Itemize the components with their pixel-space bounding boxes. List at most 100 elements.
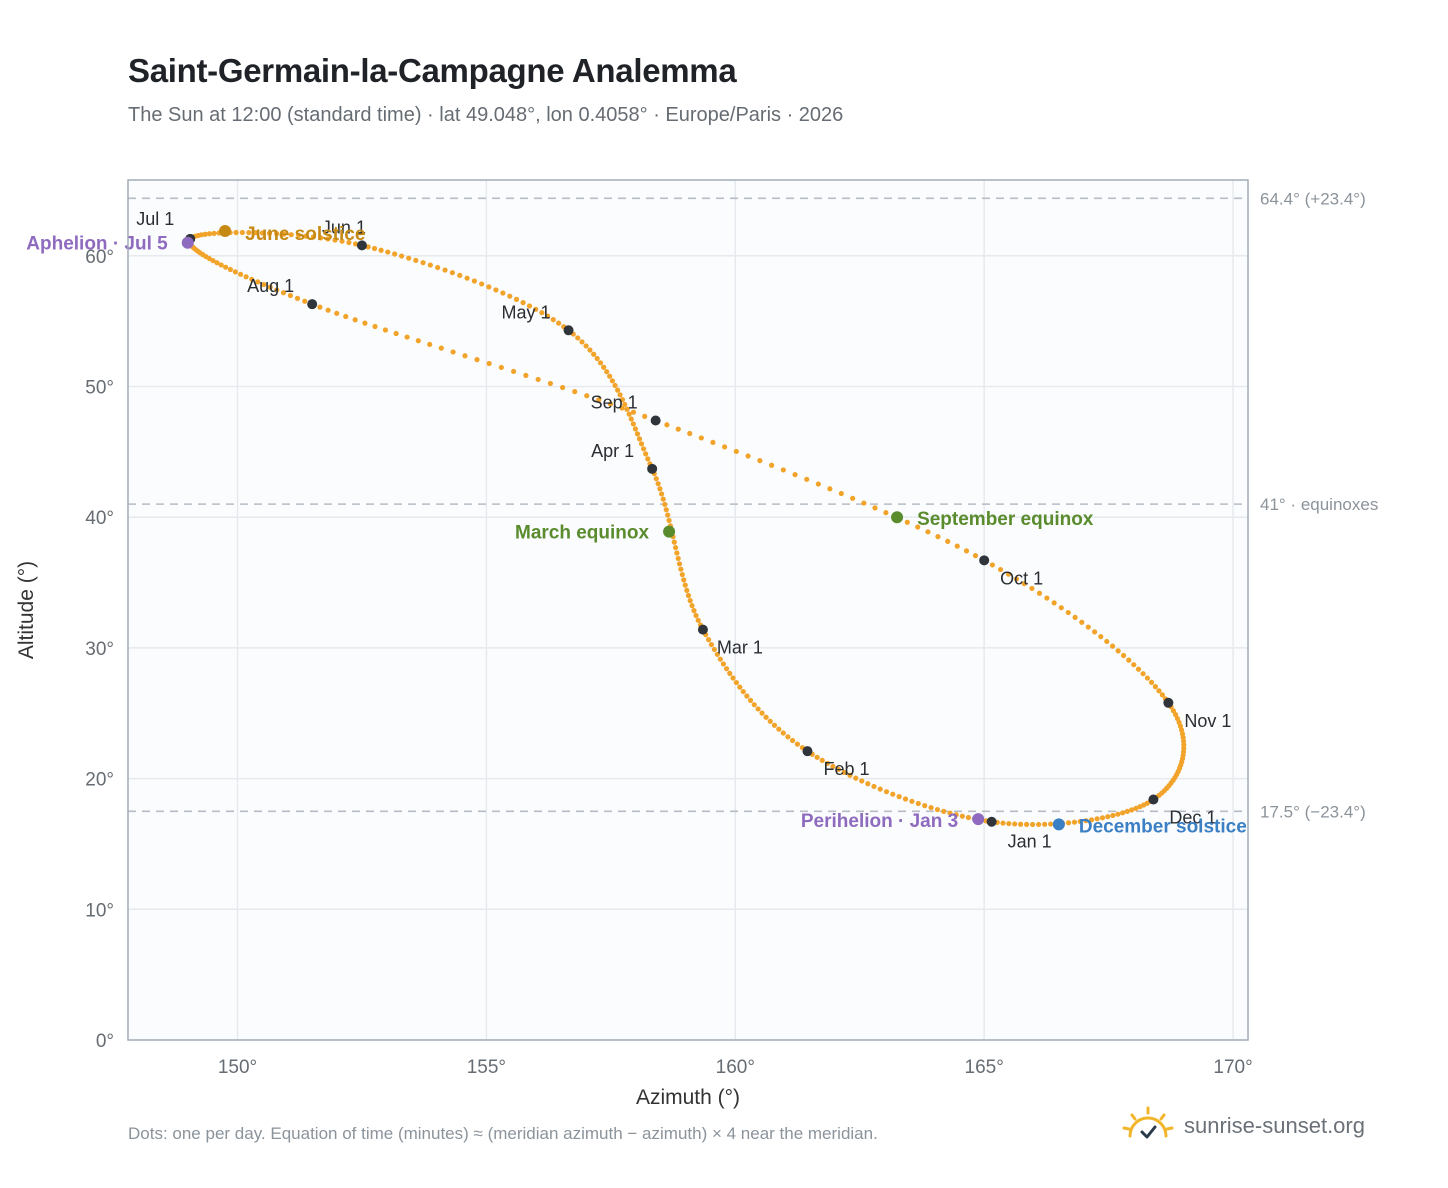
- daily-dot: [896, 794, 902, 800]
- daily-dot: [751, 702, 757, 708]
- daily-dot: [628, 416, 634, 422]
- daily-dot: [1065, 820, 1072, 826]
- daily-dot: [664, 422, 670, 428]
- daily-dot: [720, 661, 727, 667]
- month-label: Jan 1: [1008, 832, 1052, 852]
- daily-dot: [1099, 815, 1106, 821]
- daily-dot: [255, 279, 261, 285]
- month-label: Mar 1: [717, 638, 763, 658]
- daily-dot: [682, 582, 688, 588]
- daily-dot: [643, 451, 649, 457]
- brand-logo[interactable]: sunrise-sunset.org: [1120, 1104, 1365, 1148]
- daily-dot: [252, 230, 259, 236]
- daily-dot: [922, 803, 928, 809]
- daily-dot: [689, 603, 695, 609]
- daily-dot: [545, 313, 551, 319]
- daily-dot: [535, 376, 541, 383]
- daily-dot: [695, 617, 701, 623]
- event-marker: [663, 525, 676, 538]
- daily-dot: [660, 496, 666, 502]
- month-label: Jul 1: [136, 209, 174, 229]
- daily-dot: [1092, 629, 1098, 635]
- reference-line-label: 64.4° (+23.4°): [1260, 189, 1366, 208]
- daily-dot: [556, 320, 562, 326]
- daily-dot: [1077, 818, 1083, 825]
- daily-dot: [382, 327, 389, 333]
- daily-dot: [559, 384, 566, 391]
- daily-dot: [708, 641, 715, 648]
- daily-dot: [757, 458, 763, 464]
- daily-dot: [1144, 675, 1151, 681]
- daily-dot: [785, 734, 791, 740]
- daily-dot: [310, 234, 316, 240]
- daily-dot: [1051, 600, 1057, 606]
- daily-dot: [630, 421, 636, 427]
- daily-dot: [865, 781, 871, 787]
- daily-dot: [965, 814, 971, 821]
- plot-frame: [127, 179, 1249, 1041]
- month-label: Oct 1: [1000, 568, 1043, 588]
- daily-dot: [1156, 688, 1162, 694]
- month-marker: [979, 555, 990, 566]
- daily-dot: [266, 230, 273, 236]
- daily-dot: [1131, 662, 1137, 668]
- month-marker: [697, 624, 708, 635]
- daily-dot: [678, 566, 684, 572]
- daily-dot: [500, 290, 506, 296]
- daily-dot: [827, 486, 833, 492]
- daily-dot: [909, 798, 915, 804]
- daily-dot: [287, 292, 293, 299]
- daily-dot: [318, 235, 324, 241]
- daily-dot: [744, 693, 750, 699]
- y-axis-title: Altitude (°): [15, 561, 38, 659]
- daily-dot: [780, 467, 786, 473]
- daily-dot: [1085, 624, 1091, 630]
- daily-dot: [759, 710, 765, 716]
- daily-dot: [947, 810, 953, 816]
- daily-dot: [1012, 821, 1018, 827]
- event-marker: [972, 813, 985, 826]
- month-marker: [1163, 697, 1174, 708]
- daily-dot: [498, 364, 504, 371]
- daily-dot: [1072, 614, 1078, 620]
- daily-dot: [526, 303, 533, 309]
- daily-dot: [302, 298, 308, 304]
- daily-dot: [238, 271, 244, 277]
- daily-dot: [890, 791, 896, 797]
- axis-ticks: 150° 155° 160° 165° 170° 0° 10° 20° 30° 40° 50° 60°: [85, 247, 1252, 1078]
- daily-dot: [513, 296, 520, 302]
- daily-dot: [619, 405, 625, 411]
- daily-dot: [1029, 585, 1035, 592]
- daily-dot: [607, 401, 614, 407]
- daily-dot: [767, 718, 773, 724]
- daily-dot: [274, 287, 280, 293]
- daily-dot: [372, 323, 378, 330]
- daily-dot: [638, 441, 645, 447]
- plot-background: [128, 180, 1248, 1040]
- daily-dot: [745, 453, 751, 459]
- event-marker: [181, 236, 194, 249]
- daily-dot: [671, 539, 677, 545]
- month-label: Feb 1: [823, 759, 869, 779]
- daily-dot: [609, 378, 616, 384]
- daily-dot: [776, 726, 782, 732]
- daily-dot: [280, 290, 287, 296]
- daily-dot: [274, 231, 280, 237]
- daily-dot: [1124, 808, 1130, 815]
- daily-dot: [1105, 814, 1111, 820]
- daily-dot: [227, 266, 233, 273]
- month-marker: [650, 415, 661, 426]
- event-label: June solstice: [245, 224, 365, 245]
- daily-dot: [641, 446, 647, 452]
- daily-dot: [853, 775, 859, 781]
- event-markers: Aphelion · Jul 5 June solstice March equin…: [26, 224, 1246, 837]
- daily-dot: [281, 231, 287, 237]
- daily-dot: [723, 666, 730, 672]
- daily-dot: [523, 372, 529, 379]
- y-tick-label: 40°: [85, 508, 114, 529]
- daily-dot: [1137, 804, 1143, 810]
- month-marker: [1148, 794, 1159, 805]
- daily-dot: [520, 300, 526, 306]
- daily-dot: [385, 249, 391, 255]
